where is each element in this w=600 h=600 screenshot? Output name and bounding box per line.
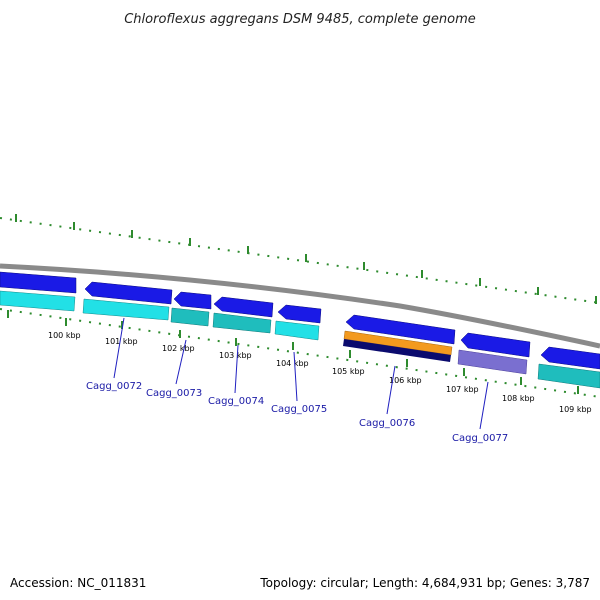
gene-arrow[interactable] — [0, 271, 77, 294]
gene-label[interactable]: Cagg_0072 — [86, 381, 142, 392]
tick-label: 108 kbp — [502, 394, 535, 403]
gene-label[interactable]: Cagg_0076 — [359, 418, 415, 429]
cds-block[interactable] — [343, 339, 451, 362]
gene-arrow[interactable] — [277, 304, 322, 324]
gene-arrow[interactable] — [173, 291, 212, 310]
secondary-gene-track — [0, 290, 600, 389]
inner-tick-ring — [0, 308, 600, 398]
gene-arrow[interactable] — [84, 281, 173, 305]
gene-arrow[interactable] — [213, 296, 274, 318]
cds-block[interactable] — [274, 320, 320, 341]
tick-label: 106 kbp — [389, 376, 422, 385]
cds-block[interactable] — [82, 298, 170, 321]
accession-text: Accession: NC_011831 — [10, 576, 146, 590]
tick-label: 101 kbp — [105, 337, 138, 346]
map-title: Chloroflexus aggregans DSM 9485, complet… — [124, 12, 476, 27]
gene-arrow[interactable] — [460, 332, 531, 358]
cds-block[interactable] — [457, 349, 528, 375]
gene-arrow[interactable] — [540, 346, 600, 370]
tick-label: 100 kbp — [48, 331, 81, 340]
tick-label: 105 kbp — [332, 367, 365, 376]
cds-block[interactable] — [537, 363, 600, 389]
tick-label: 109 kbp — [559, 405, 592, 414]
gene-arrow[interactable] — [345, 314, 456, 345]
gene-label[interactable]: Cagg_0075 — [271, 404, 327, 415]
gene-leader-lines — [113, 317, 489, 430]
genome-summary-text: Topology: circular; Length: 4,684,931 bp… — [259, 576, 590, 590]
tick-label: 102 kbp — [162, 344, 195, 353]
outer-tick-ring — [0, 214, 600, 304]
forward-strand-genes — [0, 271, 600, 370]
tick-label: 103 kbp — [219, 351, 252, 360]
gene-label[interactable]: Cagg_0074 — [208, 396, 264, 407]
cds-block[interactable] — [170, 307, 210, 327]
cds-block[interactable] — [0, 290, 76, 312]
gene-label[interactable]: Cagg_0077 — [452, 433, 508, 444]
cds-block[interactable] — [212, 312, 272, 334]
kbp-labels: 100 kbp 101 kbp 102 kbp 103 kbp 104 kbp … — [48, 331, 592, 414]
gene-label[interactable]: Cagg_0073 — [146, 388, 202, 399]
gene-labels: Cagg_0072 Cagg_0073 Cagg_0074 Cagg_0075 … — [86, 381, 508, 444]
genome-backbone — [0, 263, 600, 349]
tick-label: 107 kbp — [446, 385, 479, 394]
tick-label: 104 kbp — [276, 359, 309, 368]
